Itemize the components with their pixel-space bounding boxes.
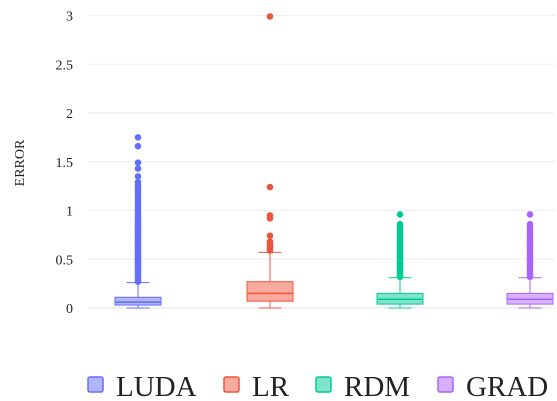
legend: LUDA LR RDM GRAD bbox=[87, 371, 548, 401]
box-grad bbox=[506, 211, 554, 309]
iqr-box bbox=[246, 281, 294, 302]
legend-swatch bbox=[87, 376, 104, 393]
legend-label: GRAD bbox=[466, 371, 548, 401]
box-luda bbox=[114, 134, 162, 309]
box-lr bbox=[246, 13, 294, 309]
y-axis-ticks: 0 0.5 1 1.5 2 2.5 3 bbox=[56, 10, 74, 318]
y-tick-label: 0 bbox=[66, 302, 73, 317]
legend-label: LUDA bbox=[116, 371, 197, 401]
legend-swatch bbox=[437, 376, 454, 393]
box-series bbox=[114, 13, 554, 309]
outlier-point bbox=[134, 159, 142, 167]
outlier-point bbox=[134, 134, 142, 141]
y-tick-label: 3 bbox=[66, 10, 73, 25]
outlier-point bbox=[266, 13, 274, 20]
outlier-point bbox=[526, 211, 534, 218]
outlier-point bbox=[266, 212, 274, 219]
outlier-point bbox=[134, 178, 142, 186]
legend-item-lr: LR bbox=[223, 371, 290, 401]
legend-item-luda: LUDA bbox=[87, 371, 197, 401]
gridlines bbox=[88, 15, 555, 309]
outlier-point bbox=[396, 220, 404, 228]
y-tick-label: 1.5 bbox=[56, 156, 74, 171]
legend-item-grad: GRAD bbox=[437, 371, 548, 401]
legend-swatch bbox=[315, 376, 332, 393]
y-tick-label: 2 bbox=[66, 107, 73, 122]
outlier-point bbox=[134, 173, 142, 180]
y-tick-label: 2.5 bbox=[56, 58, 74, 73]
outlier-point bbox=[266, 232, 274, 240]
box-rdm bbox=[376, 211, 424, 309]
legend-item-rdm: RDM bbox=[315, 371, 410, 401]
legend-label: LR bbox=[252, 371, 290, 401]
outlier-point bbox=[396, 211, 404, 218]
outlier-point bbox=[526, 220, 534, 228]
iqr-box bbox=[114, 296, 162, 306]
y-tick-label: 1 bbox=[66, 205, 73, 220]
outlier-point bbox=[266, 238, 274, 245]
legend-label: RDM bbox=[344, 371, 410, 401]
outlier-point bbox=[266, 183, 274, 191]
legend-swatch bbox=[223, 376, 240, 393]
outlier-point bbox=[134, 165, 142, 172]
y-axis-title: ERROR bbox=[13, 139, 28, 186]
y-tick-label: 0.5 bbox=[56, 253, 74, 268]
outlier-point bbox=[134, 142, 142, 150]
